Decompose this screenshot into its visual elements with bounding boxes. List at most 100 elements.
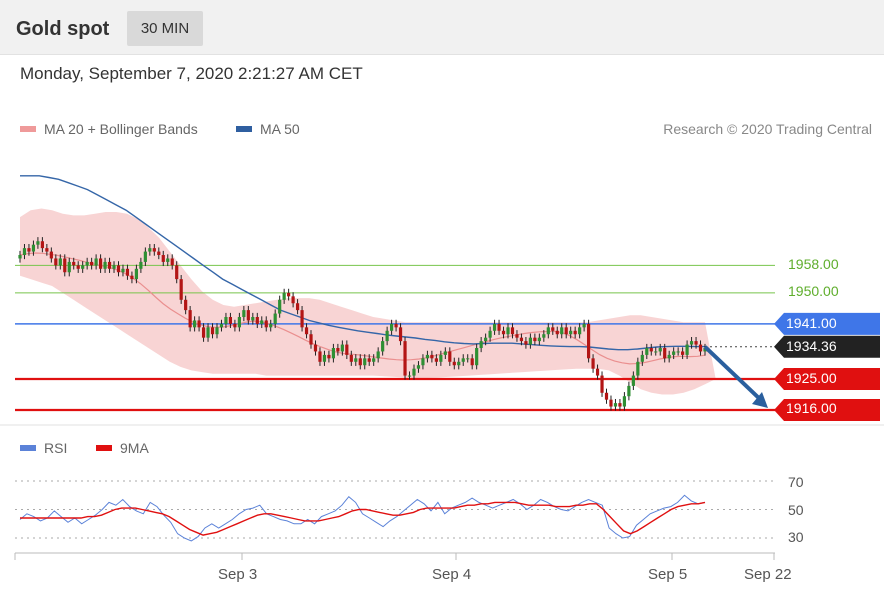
- candle-body: [537, 337, 541, 342]
- candle-body: [331, 348, 335, 359]
- candle-body: [313, 344, 318, 352]
- x-tick-sep5: Sep 5: [648, 566, 688, 583]
- candle-body: [591, 358, 595, 369]
- candle-body: [98, 258, 103, 269]
- candle-body: [479, 341, 483, 349]
- candle-body: [519, 337, 524, 342]
- candle-body: [45, 248, 49, 252]
- candle-body: [242, 310, 246, 318]
- candle-body: [573, 330, 577, 335]
- forecast-arrow: [703, 345, 764, 403]
- candle-body: [703, 348, 707, 352]
- candle-body: [237, 317, 241, 328]
- legend-ma50: MA 50: [236, 121, 300, 137]
- candle-body: [201, 327, 206, 338]
- candle-body: [152, 248, 156, 252]
- legend-9ma: 9MA: [96, 440, 149, 456]
- timestamp: Monday, September 7, 2020 2:21:27 AM CET: [20, 64, 363, 83]
- candle-body: [618, 403, 622, 407]
- rsi-tick-30: 30: [788, 529, 804, 545]
- legend-rsi: RSI: [20, 440, 67, 456]
- candle-body: [58, 258, 62, 266]
- timeframe-button[interactable]: 30 MIN: [127, 11, 203, 46]
- candle-body: [376, 351, 380, 359]
- candle-body: [336, 348, 340, 352]
- candle-body: [569, 330, 573, 335]
- candle-body: [613, 403, 618, 407]
- candle-body: [269, 323, 273, 328]
- candle-body: [551, 327, 555, 331]
- candle-body: [501, 330, 506, 335]
- price-tag-bg-1941: [774, 312, 880, 335]
- candle-body: [425, 354, 430, 359]
- candle-body: [233, 323, 237, 328]
- candle-body: [698, 344, 703, 352]
- candle-body: [524, 341, 528, 345]
- candle-body: [273, 313, 277, 324]
- candle-body: [654, 351, 658, 353]
- candle-body: [210, 327, 215, 335]
- candle-body: [492, 323, 497, 331]
- ma50-swatch: [236, 126, 252, 132]
- candle-body: [94, 258, 98, 266]
- candle-body: [497, 323, 501, 331]
- candle-body: [184, 299, 188, 311]
- candle-body: [327, 354, 331, 359]
- candle-body: [470, 358, 474, 366]
- candle-body: [515, 334, 519, 338]
- candle-body: [600, 375, 604, 393]
- x-tick-sep22: Sep 22: [744, 566, 792, 583]
- candle-body: [72, 261, 76, 266]
- candle-body: [461, 358, 465, 362]
- candle-body: [40, 241, 44, 249]
- rsi-line: [19, 494, 706, 542]
- candle-body: [484, 337, 488, 342]
- candle-body: [689, 341, 694, 345]
- candle-body: [354, 358, 358, 362]
- candle-body: [345, 344, 349, 355]
- candle-body: [622, 396, 627, 407]
- candle-body: [443, 351, 447, 355]
- candle-body: [134, 268, 139, 280]
- candle-body: [394, 323, 398, 328]
- candle-body: [542, 334, 546, 338]
- candle-body: [125, 268, 130, 276]
- candle-body: [421, 358, 425, 366]
- ma50-line: [20, 175, 705, 351]
- candle-body: [116, 265, 121, 273]
- candle-body: [130, 275, 134, 280]
- candle-body: [255, 317, 259, 324]
- candle-body: [681, 351, 685, 355]
- price-tag-bg-1925: [774, 368, 880, 391]
- candle-body: [103, 261, 107, 269]
- candle-body: [188, 310, 192, 328]
- candle-body: [143, 251, 147, 262]
- candle-body: [372, 358, 376, 362]
- candle-body: [604, 392, 609, 400]
- instrument-title: Gold spot: [16, 18, 110, 40]
- candle-body: [546, 327, 550, 335]
- candle-body: [506, 327, 510, 335]
- candle-body: [295, 303, 300, 311]
- candle-body: [358, 358, 362, 366]
- candle-body: [390, 323, 394, 331]
- candle-body: [107, 261, 112, 269]
- candle-body: [407, 375, 412, 377]
- level-tag-1916: 1916.00: [786, 400, 837, 416]
- candle-body: [139, 261, 143, 269]
- candle-body: [636, 361, 640, 376]
- level-tag-1925: 1925.00: [786, 370, 837, 386]
- level-label-1950: 1950.00: [788, 283, 839, 299]
- candle-body: [676, 351, 680, 353]
- candle-body: [667, 354, 671, 359]
- rsi-tick-50: 50: [788, 502, 804, 518]
- candle-body: [170, 258, 174, 266]
- candle-body: [278, 299, 282, 314]
- candle-body: [224, 317, 228, 324]
- candle-body: [672, 351, 676, 355]
- candle-body: [112, 265, 116, 269]
- current-price-tag: 1934.36: [786, 338, 837, 354]
- candle-body: [663, 348, 667, 359]
- legend-rsi-label: RSI: [44, 440, 68, 456]
